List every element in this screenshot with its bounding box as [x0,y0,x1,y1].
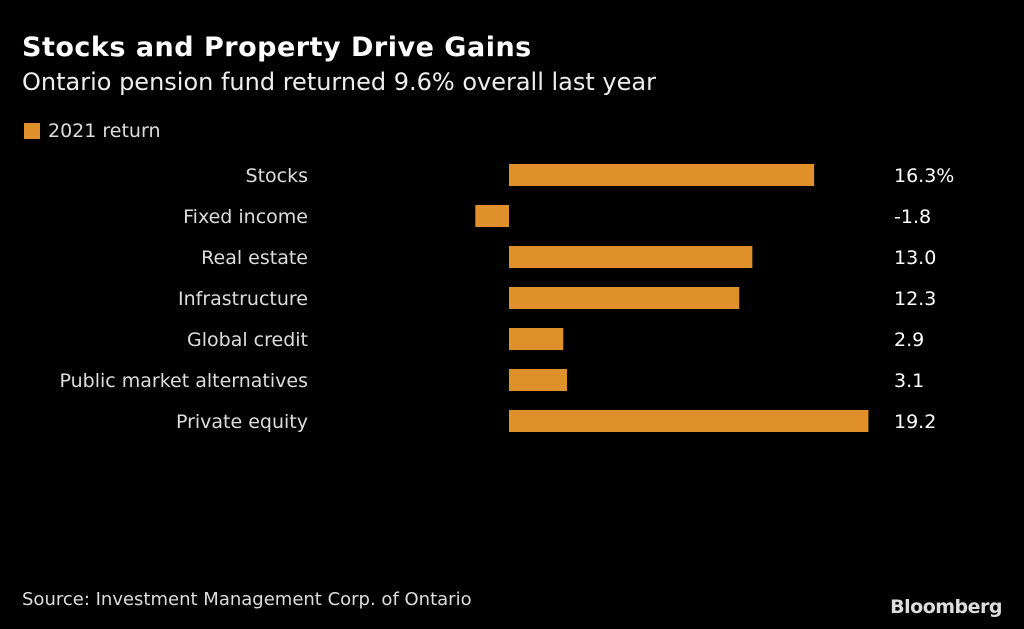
data-label: 13.0 [894,247,936,269]
bar [509,410,869,432]
data-label: 19.2 [894,411,936,433]
category-label: Public market alternatives [59,370,308,392]
bar [475,205,509,227]
data-label: 3.1 [894,370,924,392]
category-label: Real estate [201,247,308,269]
bar [509,246,753,268]
legend-label: 2021 return [48,120,161,142]
bar [509,328,564,350]
bar [509,164,815,186]
category-label: Fixed income [183,206,308,228]
category-label: Global credit [187,329,308,351]
bar [509,369,568,391]
chart-title: Stocks and Property Drive Gains [22,32,532,63]
data-label: 2.9 [894,329,924,351]
data-label: 16.3% [894,165,954,187]
legend: 2021 return [24,120,161,142]
legend-swatch [24,123,40,139]
category-label: Private equity [176,411,308,433]
bloomberg-logo: Bloomberg [890,596,1002,618]
bar [509,287,740,309]
source-note: Source: Investment Management Corp. of O… [22,589,472,610]
category-label: Infrastructure [178,288,308,310]
chart-subtitle: Ontario pension fund returned 9.6% overa… [22,68,656,96]
category-label: Stocks [246,165,308,187]
data-label: -1.8 [894,206,931,228]
data-label: 12.3 [894,288,936,310]
